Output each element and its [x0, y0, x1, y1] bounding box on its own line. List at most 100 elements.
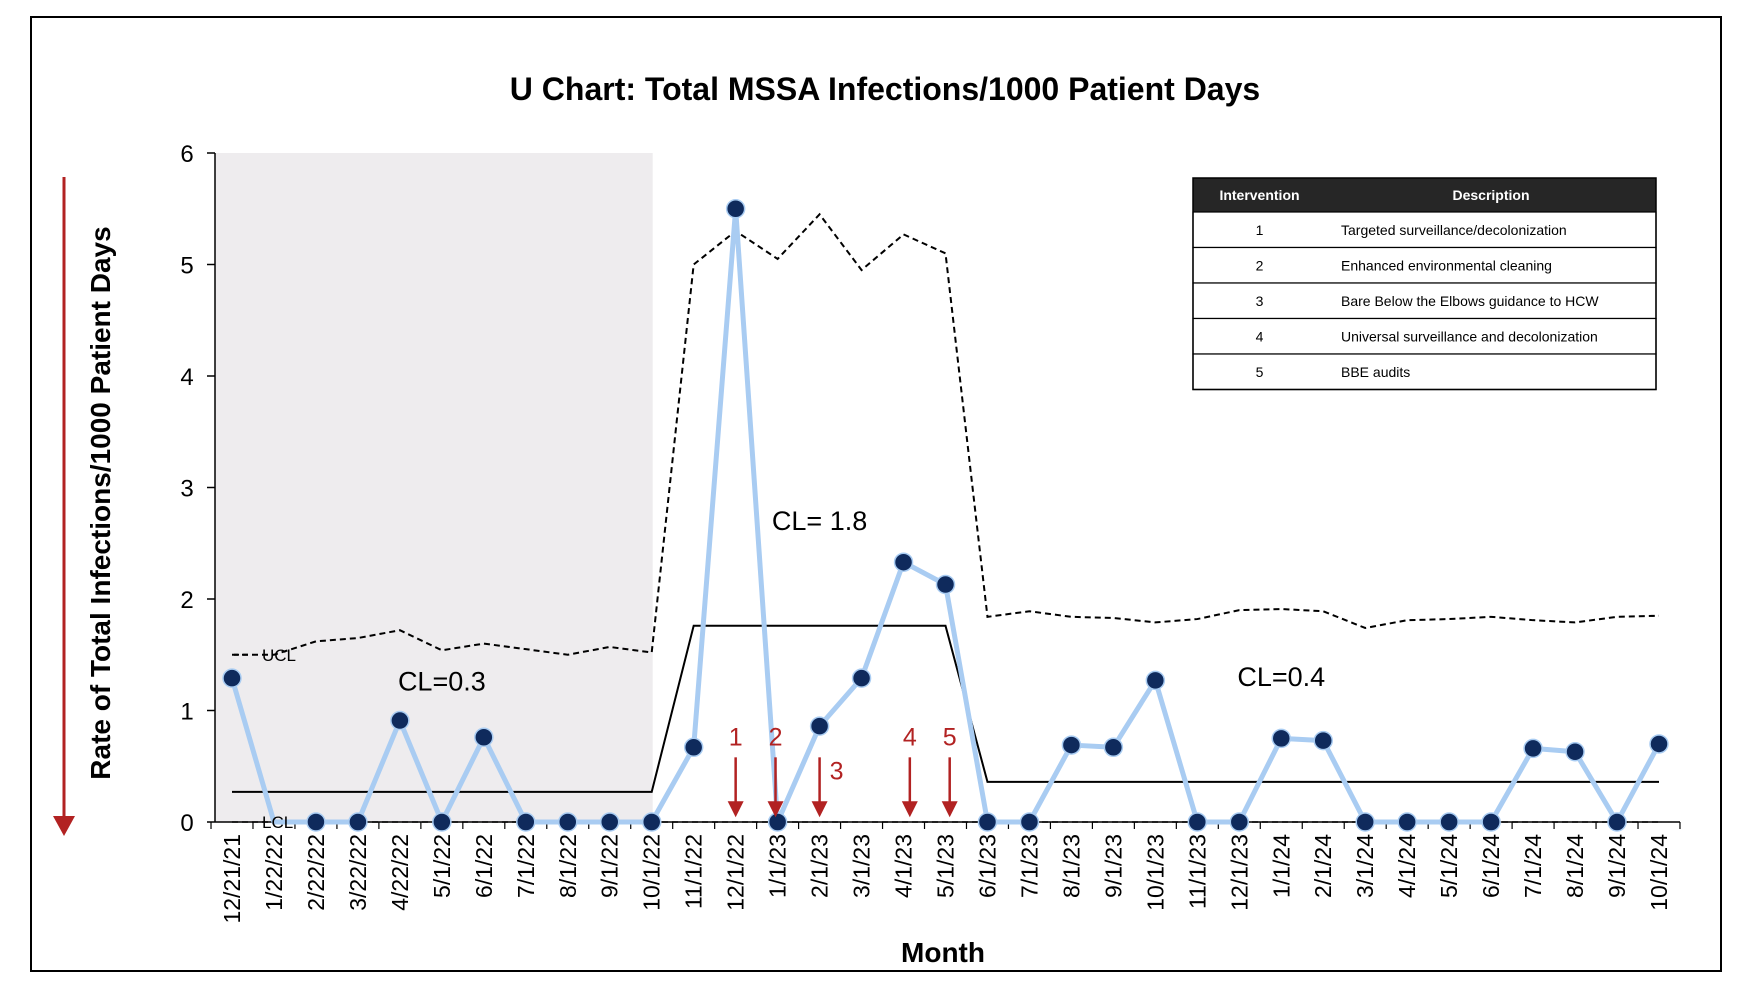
data-point — [767, 812, 788, 832]
x-tick-label: 3/1/23 — [849, 834, 875, 898]
x-tick-label: 7/1/23 — [1016, 834, 1042, 898]
data-point — [1481, 812, 1501, 832]
x-tick-label: 4/1/24 — [1394, 834, 1420, 898]
x-tick-label: 7/1/24 — [1520, 834, 1546, 898]
cl-label: CL=0.4 — [1237, 662, 1325, 692]
shaded-region — [215, 153, 653, 822]
chart-frame — [30, 16, 1722, 972]
y-tick-label: 5 — [180, 253, 193, 280]
x-tick-label: 1/1/24 — [1268, 834, 1294, 898]
x-tick-label: 10/1/22 — [639, 834, 665, 911]
data-point — [1229, 812, 1250, 832]
intervention-arrow-head — [811, 801, 828, 818]
data-point — [1649, 734, 1669, 754]
x-tick-label: 8/1/24 — [1562, 834, 1588, 898]
x-tick-label: 6/1/24 — [1478, 834, 1504, 898]
intervention-arrow-head — [727, 801, 744, 818]
data-point — [893, 552, 914, 572]
data-point — [641, 812, 662, 832]
x-tick-label: 12/21/21 — [219, 834, 245, 924]
x-tick-label: 2/1/23 — [807, 834, 833, 898]
data-point — [1019, 812, 1040, 832]
data-point — [474, 727, 494, 748]
data-point — [683, 737, 704, 758]
table-cell-description: Enhanced environmental cleaning — [1341, 258, 1552, 274]
data-point — [1523, 738, 1543, 759]
intervention-label: 4 — [903, 723, 917, 751]
table-cell-number: 2 — [1256, 258, 1264, 274]
intervention-arrow-head — [901, 801, 918, 818]
x-tick-label: 10/1/24 — [1646, 834, 1672, 911]
x-tick-label: 9/1/23 — [1100, 834, 1126, 898]
data-point — [1061, 735, 1082, 755]
intervention-table: Intervention Description 1 Targeted surveil… — [1192, 177, 1657, 391]
data-point — [1607, 812, 1627, 832]
intervention-label: 1 — [729, 723, 743, 751]
x-tick-label: 12/1/22 — [723, 834, 749, 911]
ucl-polyline — [232, 212, 1660, 656]
y-tick-label: 0 — [180, 810, 193, 837]
x-tick-label: 11/1/22 — [681, 834, 707, 909]
y-tick-label: 3 — [180, 476, 193, 503]
table-cell-number: 5 — [1256, 364, 1264, 380]
data-point — [809, 716, 830, 736]
data-point — [599, 812, 620, 832]
data-point — [977, 812, 998, 832]
data-point — [1103, 737, 1124, 758]
x-tick-label: 11/1/23 — [1184, 834, 1210, 909]
x-tick-label: 12/1/23 — [1226, 834, 1252, 911]
baseline-period-shading — [215, 153, 653, 822]
x-axis-ticks: 12/21/21 1/22/22 2/22/22 3/22/22 4/22/22 5/1/… — [210, 822, 1681, 924]
data-point — [1187, 812, 1208, 832]
x-tick-label: 9/1/24 — [1604, 834, 1630, 898]
data-point — [516, 812, 536, 832]
intervention-label: 5 — [943, 723, 957, 751]
x-tick-label: 3/1/24 — [1352, 834, 1378, 898]
data-point — [1145, 670, 1166, 691]
table-cell-description: Universal surveillance and decolonizatio… — [1341, 329, 1598, 345]
data-point — [1355, 812, 1375, 832]
left-arrow-head — [53, 816, 75, 836]
data-point — [390, 710, 410, 731]
y-tick-label: 6 — [180, 141, 193, 168]
x-tick-label: 10/1/23 — [1142, 834, 1168, 911]
chart-title: U Chart: Total MSSA Infections/1000 Pati… — [510, 71, 1260, 107]
y-tick-label: 1 — [180, 699, 193, 726]
x-tick-label: 4/22/22 — [387, 834, 413, 911]
table-cell-description: Bare Below the Elbows guidance to HCW — [1341, 293, 1599, 309]
table-cell-number: 3 — [1256, 293, 1264, 309]
data-point — [432, 812, 452, 832]
cl-label: CL=0.3 — [398, 666, 486, 696]
intervention-label: 2 — [769, 723, 783, 751]
table-cell-number: 1 — [1256, 222, 1264, 238]
data-point — [222, 668, 242, 688]
data-point — [1565, 742, 1585, 762]
data-point — [725, 199, 746, 219]
ucl-label: UCL — [262, 646, 296, 665]
data-point — [1439, 812, 1459, 832]
table-border — [1192, 177, 1657, 391]
y-tick-label: 2 — [180, 587, 193, 614]
x-tick-label: 2/1/24 — [1310, 834, 1336, 898]
data-point — [306, 812, 326, 832]
data-point — [851, 668, 872, 688]
cl-label: CL= 1.8 — [772, 506, 867, 536]
x-tick-label: 1/22/22 — [261, 834, 287, 911]
x-tick-label: 2/22/22 — [303, 834, 329, 911]
x-tick-label: 8/1/22 — [555, 834, 581, 898]
table-header-bg — [1193, 178, 1656, 212]
x-tick-label: 5/1/23 — [933, 834, 959, 898]
data-point — [348, 812, 368, 832]
rate-points — [222, 199, 1669, 832]
x-tick-label: 5/1/24 — [1436, 834, 1462, 898]
center-polyline — [232, 624, 1659, 793]
x-tick-label: 6/1/22 — [471, 834, 497, 898]
table-row — [1192, 353, 1657, 391]
ucl-line — [232, 212, 1660, 656]
y-tick-label: 4 — [180, 364, 193, 391]
table-cell-number: 4 — [1256, 329, 1264, 345]
x-tick-label: 9/1/22 — [597, 834, 623, 898]
intervention-arrow-head — [767, 801, 784, 818]
